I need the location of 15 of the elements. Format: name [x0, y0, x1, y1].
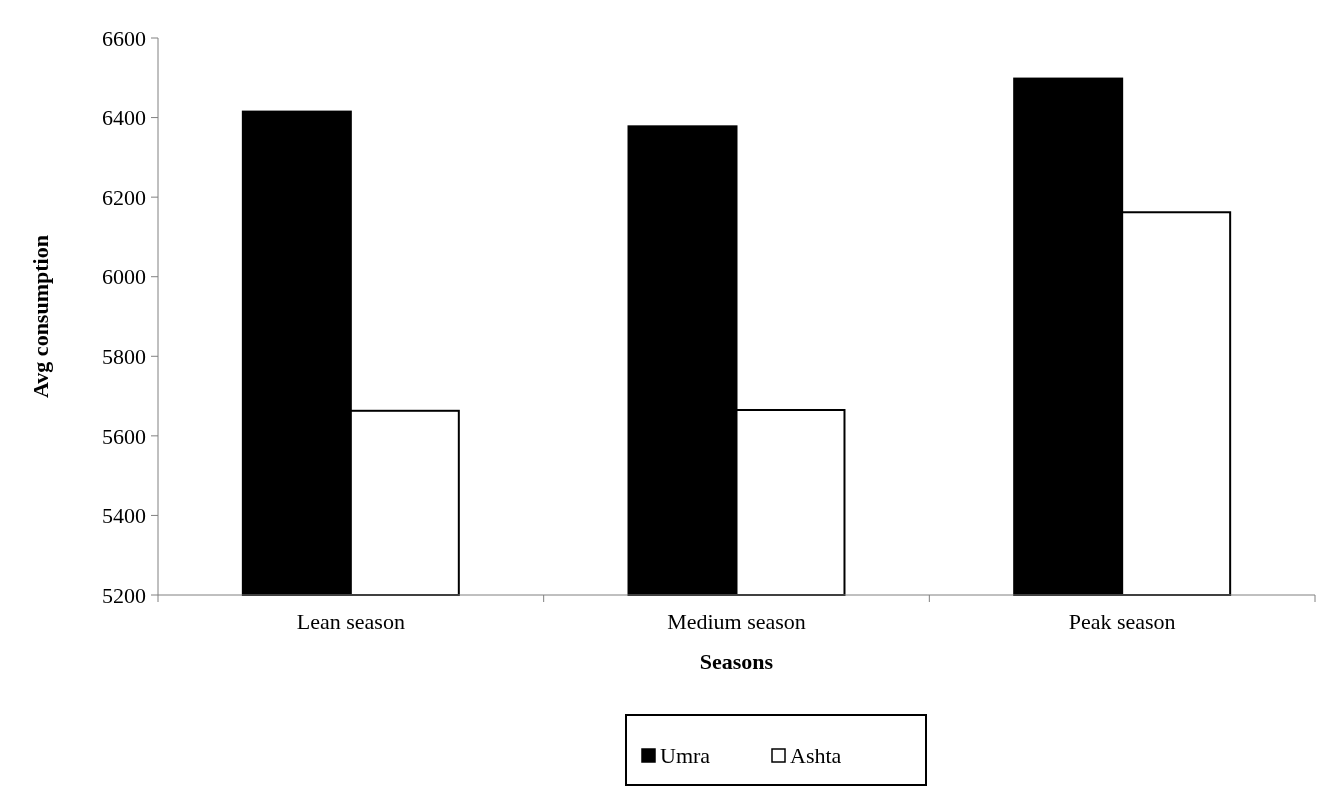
y-axis-title: Avg consumption	[28, 235, 53, 398]
y-tick-label: 5800	[102, 343, 146, 369]
y-tick-label: 5400	[102, 503, 146, 529]
y-tick-label: 5600	[102, 423, 146, 449]
y-tick-label: 5200	[102, 582, 146, 608]
y-tick-label: 6000	[102, 264, 146, 290]
y-tick-label: 6400	[102, 105, 146, 131]
x-tick-label: Lean season	[296, 609, 405, 634]
x-tick-label: Medium season	[667, 609, 806, 634]
y-tick-label: 6200	[102, 184, 146, 210]
y-tick-label: 6600	[102, 25, 146, 51]
x-tick-label: Peak season	[1068, 609, 1176, 634]
legend-label: Umra	[660, 743, 711, 768]
legend-label: Ashta	[790, 743, 842, 768]
x-axis-title: Seasons	[699, 649, 774, 674]
